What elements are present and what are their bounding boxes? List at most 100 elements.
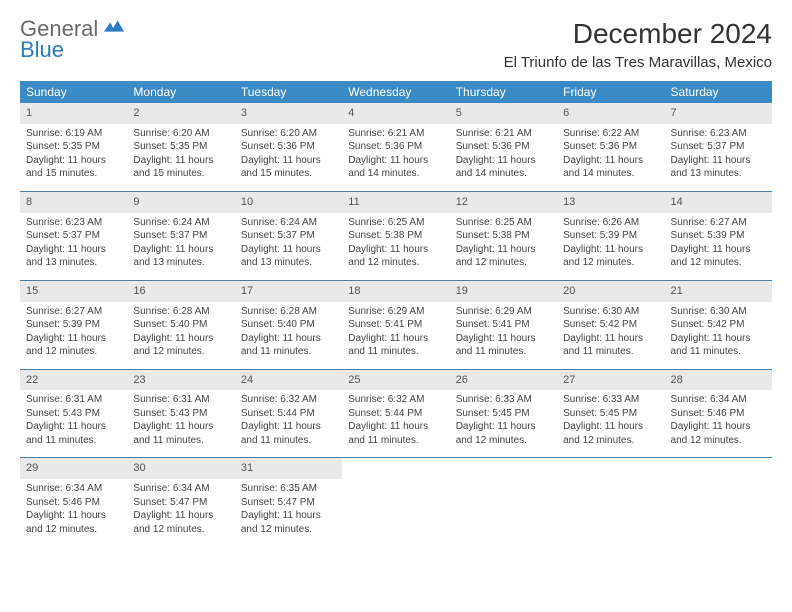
day-cell [450, 458, 557, 546]
sunrise-text: Sunrise: 6:35 AM [241, 482, 336, 496]
day-number: 12 [450, 192, 557, 213]
daylight-text: Daylight: 11 hours [563, 420, 658, 434]
day-number: 24 [235, 370, 342, 391]
location-subtitle: El Triunfo de las Tres Maravillas, Mexic… [504, 54, 772, 71]
day-details: Sunrise: 6:23 AMSunset: 5:37 PMDaylight:… [20, 213, 127, 280]
sunset-text: Sunset: 5:40 PM [241, 318, 336, 332]
daylight-text: and 12 minutes. [26, 345, 121, 359]
day-cell: 5 Sunrise: 6:21 AMSunset: 5:36 PMDaylight… [450, 103, 557, 191]
daylight-text: and 12 minutes. [133, 345, 228, 359]
day-cell: 28Sunrise: 6:34 AMSunset: 5:46 PMDayligh… [665, 370, 772, 458]
daylight-text: Daylight: 11 hours [26, 420, 121, 434]
day-number: 10 [235, 192, 342, 213]
day-cell [342, 458, 449, 546]
day-cell: 20Sunrise: 6:30 AMSunset: 5:42 PMDayligh… [557, 281, 664, 369]
sunset-text: Sunset: 5:35 PM [26, 140, 121, 154]
day-details: Sunrise: 6:29 AMSunset: 5:41 PMDaylight:… [450, 302, 557, 369]
day-details: Sunrise: 6:35 AMSunset: 5:47 PMDaylight:… [235, 479, 342, 546]
week-row: 15Sunrise: 6:27 AMSunset: 5:39 PMDayligh… [20, 281, 772, 369]
daylight-text: and 13 minutes. [671, 167, 766, 181]
day-details: Sunrise: 6:27 AMSunset: 5:39 PMDaylight:… [20, 302, 127, 369]
day-details: Sunrise: 6:29 AMSunset: 5:41 PMDaylight:… [342, 302, 449, 369]
daylight-text: and 12 minutes. [671, 434, 766, 448]
sunset-text: Sunset: 5:42 PM [671, 318, 766, 332]
day-cell: 13Sunrise: 6:26 AMSunset: 5:39 PMDayligh… [557, 192, 664, 280]
daylight-text: Daylight: 11 hours [671, 154, 766, 168]
day-details: Sunrise: 6:19 AMSunset: 5:35 PMDaylight:… [20, 124, 127, 191]
daylight-text: Daylight: 11 hours [26, 154, 121, 168]
day-details: Sunrise: 6:20 AMSunset: 5:35 PMDaylight:… [127, 124, 234, 191]
daylight-text: Daylight: 11 hours [241, 332, 336, 346]
daylight-text: and 12 minutes. [671, 256, 766, 270]
sunset-text: Sunset: 5:36 PM [456, 140, 551, 154]
daylight-text: and 12 minutes. [26, 523, 121, 537]
day-number: 1 [20, 103, 127, 124]
daylight-text: Daylight: 11 hours [26, 509, 121, 523]
day-number: 2 [127, 103, 234, 124]
day-cell [557, 458, 664, 546]
dow-row: Sunday Monday Tuesday Wednesday Thursday… [20, 81, 772, 103]
daylight-text: Daylight: 11 hours [456, 154, 551, 168]
sunset-text: Sunset: 5:37 PM [26, 229, 121, 243]
sunset-text: Sunset: 5:47 PM [241, 496, 336, 510]
sunset-text: Sunset: 5:43 PM [133, 407, 228, 421]
daylight-text: Daylight: 11 hours [671, 243, 766, 257]
day-cell: 19Sunrise: 6:29 AMSunset: 5:41 PMDayligh… [450, 281, 557, 369]
sunset-text: Sunset: 5:37 PM [671, 140, 766, 154]
sunset-text: Sunset: 5:37 PM [133, 229, 228, 243]
day-number: 17 [235, 281, 342, 302]
logo-text: General Blue [20, 18, 125, 61]
sunset-text: Sunset: 5:46 PM [671, 407, 766, 421]
sunset-text: Sunset: 5:37 PM [241, 229, 336, 243]
sunrise-text: Sunrise: 6:32 AM [241, 393, 336, 407]
day-number: 5 [450, 103, 557, 124]
sunrise-text: Sunrise: 6:32 AM [348, 393, 443, 407]
day-details: Sunrise: 6:28 AMSunset: 5:40 PMDaylight:… [235, 302, 342, 369]
sunset-text: Sunset: 5:44 PM [348, 407, 443, 421]
day-details: Sunrise: 6:20 AMSunset: 5:36 PMDaylight:… [235, 124, 342, 191]
day-cell: 11Sunrise: 6:25 AMSunset: 5:38 PMDayligh… [342, 192, 449, 280]
daylight-text: Daylight: 11 hours [133, 509, 228, 523]
day-number: 4 [342, 103, 449, 124]
daylight-text: Daylight: 11 hours [241, 420, 336, 434]
daylight-text: Daylight: 11 hours [456, 420, 551, 434]
day-cell: 15Sunrise: 6:27 AMSunset: 5:39 PMDayligh… [20, 281, 127, 369]
header: General Blue December 2024 El Triunfo de… [20, 18, 772, 71]
daylight-text: and 14 minutes. [456, 167, 551, 181]
sunrise-text: Sunrise: 6:24 AM [133, 216, 228, 230]
sunrise-text: Sunrise: 6:25 AM [456, 216, 551, 230]
day-cell: 3Sunrise: 6:20 AMSunset: 5:36 PMDaylight… [235, 103, 342, 191]
wave-icon [103, 18, 125, 36]
daylight-text: and 11 minutes. [563, 345, 658, 359]
sunset-text: Sunset: 5:43 PM [26, 407, 121, 421]
sunrise-text: Sunrise: 6:21 AM [348, 127, 443, 141]
sunset-text: Sunset: 5:45 PM [456, 407, 551, 421]
day-number: 13 [557, 192, 664, 213]
daylight-text: Daylight: 11 hours [563, 332, 658, 346]
logo: General Blue [20, 18, 125, 61]
day-details: Sunrise: 6:21 AMSunset: 5:36 PMDaylight:… [342, 124, 449, 191]
daylight-text: and 12 minutes. [456, 256, 551, 270]
daylight-text: and 12 minutes. [563, 434, 658, 448]
day-cell: 25Sunrise: 6:32 AMSunset: 5:44 PMDayligh… [342, 370, 449, 458]
day-details: Sunrise: 6:34 AMSunset: 5:47 PMDaylight:… [127, 479, 234, 546]
sunrise-text: Sunrise: 6:21 AM [456, 127, 551, 141]
sunrise-text: Sunrise: 6:20 AM [241, 127, 336, 141]
dow-friday: Friday [557, 81, 664, 103]
day-cell: 31Sunrise: 6:35 AMSunset: 5:47 PMDayligh… [235, 458, 342, 546]
daylight-text: and 12 minutes. [348, 256, 443, 270]
day-number: 3 [235, 103, 342, 124]
title-block: December 2024 El Triunfo de las Tres Mar… [504, 18, 772, 71]
daylight-text: Daylight: 11 hours [456, 332, 551, 346]
day-cell: 9Sunrise: 6:24 AMSunset: 5:37 PMDaylight… [127, 192, 234, 280]
daylight-text: and 13 minutes. [241, 256, 336, 270]
daylight-text: Daylight: 11 hours [671, 332, 766, 346]
sunset-text: Sunset: 5:46 PM [26, 496, 121, 510]
daylight-text: and 11 minutes. [348, 434, 443, 448]
sunrise-text: Sunrise: 6:33 AM [456, 393, 551, 407]
daylight-text: and 15 minutes. [133, 167, 228, 181]
day-cell [665, 458, 772, 546]
day-number: 21 [665, 281, 772, 302]
day-number: 22 [20, 370, 127, 391]
day-cell: 24Sunrise: 6:32 AMSunset: 5:44 PMDayligh… [235, 370, 342, 458]
